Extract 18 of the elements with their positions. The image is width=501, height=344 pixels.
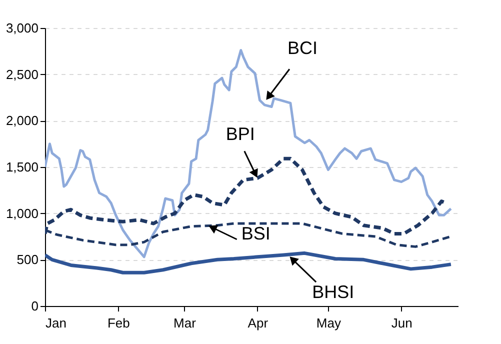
x-tick-label: Jan [46, 316, 66, 330]
annotation: BPI [226, 124, 255, 144]
y-tick-label: 1,500 [6, 160, 38, 174]
annotation: BSI [241, 223, 270, 244]
line-series [45, 251, 453, 274]
y-tick-label: 0 [31, 298, 38, 314]
x-tick-label: May [316, 316, 342, 330]
y-tick-label: 500 [16, 252, 38, 268]
x-tick-label: Jun [391, 316, 412, 330]
y-tick-label: 2,000 [6, 113, 38, 128]
x-tick-label: Apr [248, 316, 269, 330]
annotation: BCI [287, 38, 318, 58]
y-tick-label: 2,500 [6, 66, 38, 82]
x-tick-label: Mar [174, 316, 197, 330]
annotation: BHSI [312, 282, 354, 302]
x-tick-label: Feb [107, 316, 130, 330]
y-tick-label: 3,000 [6, 20, 38, 36]
y-tick-label: 1,000 [6, 206, 38, 221]
